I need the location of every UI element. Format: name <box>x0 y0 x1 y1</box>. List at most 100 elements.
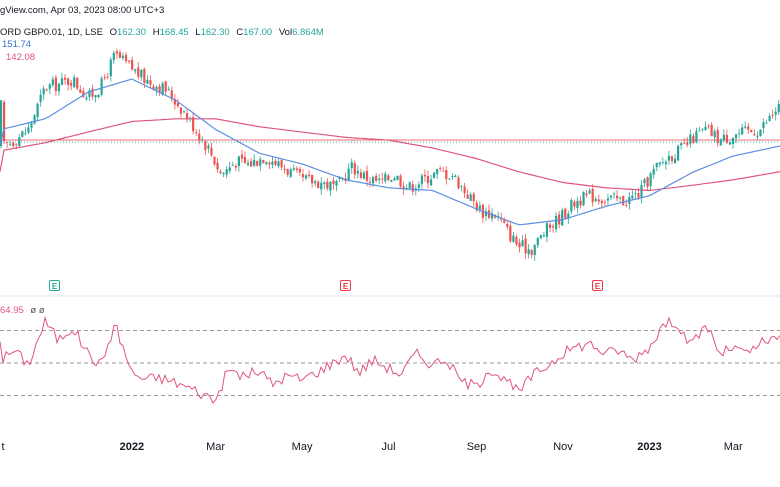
candle-body <box>570 200 573 212</box>
candle-body <box>768 115 771 122</box>
candle-body <box>51 79 54 86</box>
candle-body <box>24 132 27 134</box>
candle-body <box>283 168 286 170</box>
candle-body <box>585 193 588 196</box>
candle-body <box>36 103 39 118</box>
candle-body <box>73 77 76 88</box>
candle-body <box>747 126 750 130</box>
candle-body <box>765 122 768 124</box>
volume-value: 6.864M <box>292 27 324 38</box>
candle-body <box>704 126 707 130</box>
candle-body <box>643 179 646 184</box>
low-value: 162.30 <box>200 27 230 38</box>
candle-body <box>655 162 658 168</box>
rsi-line <box>0 315 780 404</box>
candle-body <box>317 181 320 189</box>
candle-body <box>399 175 402 187</box>
candle-body <box>121 55 125 58</box>
candle-body <box>710 124 713 136</box>
candle-body <box>94 94 97 98</box>
candle-body <box>426 175 430 184</box>
candle-body <box>295 168 298 170</box>
candle-body <box>738 132 741 134</box>
candle-body <box>719 139 722 146</box>
candle-body <box>640 184 643 198</box>
candle-body <box>265 162 268 164</box>
candle-body <box>307 174 311 177</box>
candle-body <box>692 135 695 143</box>
candle-body <box>728 141 732 145</box>
candle-body <box>326 181 329 189</box>
candle-body <box>567 213 570 219</box>
rsi-value: 64.95 <box>0 305 24 316</box>
candle-body <box>402 186 405 190</box>
candle-body <box>506 223 509 227</box>
candle-body <box>616 195 619 199</box>
candle-body <box>359 172 362 178</box>
candle-body <box>76 77 79 89</box>
candle-body <box>240 154 244 159</box>
candle-body <box>109 59 112 77</box>
candle-body <box>573 201 576 207</box>
candle-body <box>561 210 564 226</box>
candle-body <box>198 133 201 141</box>
high-value: 168.45 <box>159 27 189 38</box>
candle-body <box>503 220 506 223</box>
candle-body <box>619 197 622 199</box>
candle-body <box>490 213 494 219</box>
candle-body <box>259 159 262 166</box>
candle-body <box>228 167 231 172</box>
candle-body <box>91 88 94 97</box>
candle-body <box>725 134 728 143</box>
time-axis-label: Mar <box>723 441 743 453</box>
candle-body <box>475 202 478 211</box>
candle-body <box>347 168 350 181</box>
candle-body <box>335 181 338 186</box>
candle-body <box>292 168 295 170</box>
candle-body <box>597 199 600 202</box>
candle-body <box>603 201 606 203</box>
candle-body <box>722 134 725 141</box>
candle-body <box>527 249 530 255</box>
candle-body <box>774 111 777 115</box>
candle-body <box>433 172 436 178</box>
event-marker-dividend[interactable]: E <box>592 280 603 291</box>
candle-body <box>622 195 625 205</box>
candle-body <box>304 175 308 179</box>
candle-body <box>658 162 661 165</box>
candle-body <box>591 188 594 203</box>
candle-body <box>42 88 45 95</box>
candle-body <box>173 99 176 105</box>
candle-body <box>436 169 439 175</box>
candle-body <box>112 52 115 61</box>
time-axis-label: Nov <box>553 441 573 453</box>
event-marker-dividend[interactable]: E <box>340 280 351 291</box>
candle-body <box>759 129 762 136</box>
candle-body <box>530 250 533 255</box>
candle-body <box>612 193 616 195</box>
candle-body <box>689 134 692 144</box>
candle-body <box>137 67 140 77</box>
candle-body <box>106 76 109 78</box>
candle-body <box>262 160 265 164</box>
candle-body <box>118 52 122 58</box>
candle-body <box>350 162 353 169</box>
candle-body <box>134 69 137 72</box>
candle-body <box>533 245 536 256</box>
close-value: 167.00 <box>243 27 273 38</box>
rsi-header: 64.95 ø ø <box>0 305 45 316</box>
time-axis-label: May <box>291 441 313 453</box>
time-axis-label: Mar <box>206 441 226 453</box>
candle-body <box>762 122 765 129</box>
candle-body <box>518 242 521 248</box>
time-axis-label: 2023 <box>637 441 662 453</box>
candle-body <box>274 160 277 165</box>
candle-body <box>469 194 472 201</box>
candle-body <box>170 90 173 100</box>
event-marker-earnings[interactable]: E <box>49 280 60 291</box>
candle-body <box>152 86 155 90</box>
candle-body <box>179 107 183 114</box>
candle-body <box>750 129 753 133</box>
candle-body <box>564 208 567 218</box>
